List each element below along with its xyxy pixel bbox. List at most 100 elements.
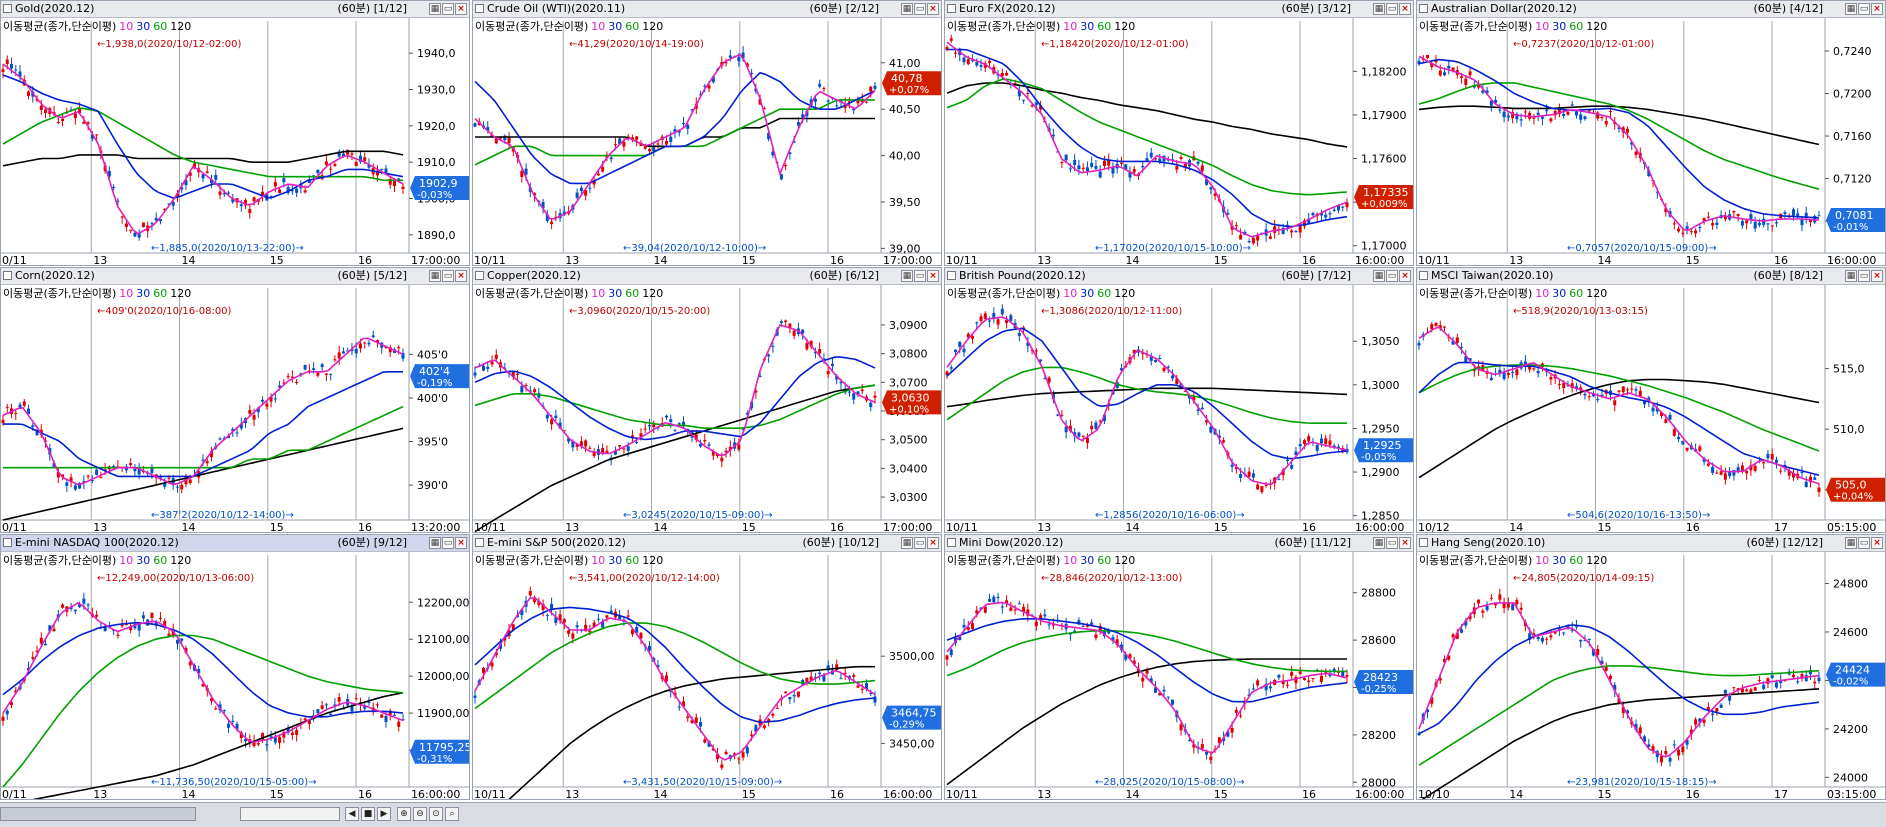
- panel-checkbox[interactable]: [3, 4, 12, 13]
- chart-panel[interactable]: 13 14 15 16 10/11 16:00:00 3500,00 3450,00 ←3,54…: [472, 534, 942, 800]
- panel-checkbox[interactable]: [475, 4, 484, 13]
- panel-title-bar[interactable]: Gold(2020.12) (60분) [1/12] ▦ ▭ ×: [1, 1, 469, 18]
- zoom-out-icon[interactable]: ⊖: [413, 807, 427, 821]
- chart-panel[interactable]: 13 14 15 16 0/11 13:20:00 405'0 400'0 395'0 390'0…: [0, 267, 470, 533]
- panel-title-bar[interactable]: Hang Seng(2020.10) (60분) [12/12] ▦ ▭ ×: [1417, 535, 1885, 552]
- close-icon[interactable]: ×: [455, 3, 467, 15]
- chart-panel[interactable]: 13 14 15 16 10/11 16:00:00 1,3050 1,3000 1,2950 1…: [944, 267, 1414, 533]
- stop-icon[interactable]: ■: [361, 807, 375, 821]
- zoom-in-icon[interactable]: ⊕: [397, 807, 411, 821]
- grid-icon[interactable]: ▦: [429, 3, 441, 15]
- panel-title-bar[interactable]: Euro FX(2020.12) (60분) [3/12] ▦ ▭ ×: [945, 1, 1413, 18]
- restore-icon[interactable]: ▭: [1858, 537, 1870, 549]
- chart-plot[interactable]: 1314151610/1116:00:002880028600284002820…: [945, 535, 1414, 800]
- chart-plot[interactable]: 13 14 15 16 10/11 16:00:00 1,18200 1,17900 1,176…: [945, 1, 1414, 266]
- chart-panel[interactable]: 13 14 15 16 10/11 17:00:00 3,0900 3,0800 3,0700 3…: [472, 267, 942, 533]
- grid-icon[interactable]: ▦: [1845, 270, 1857, 282]
- panel-checkbox[interactable]: [1419, 4, 1428, 13]
- ma120-line: [946, 658, 1347, 786]
- restore-icon[interactable]: ▭: [442, 270, 454, 282]
- horizontal-scrollbar[interactable]: [0, 807, 196, 821]
- rewind-icon[interactable]: ◀: [345, 807, 359, 821]
- grid-icon[interactable]: ▦: [1373, 3, 1385, 15]
- chart-panel[interactable]: 14 15 16 17 10/12 05:15:00 515,0 510,0 505,0 ←518…: [1416, 267, 1886, 533]
- grid-icon[interactable]: ▦: [1845, 537, 1857, 549]
- panel-title-bar[interactable]: MSCI Taiwan(2020.10) (60분) [8/12] ▦ ▭ ×: [1417, 268, 1885, 285]
- range-slider[interactable]: [240, 807, 340, 821]
- close-icon[interactable]: ×: [455, 537, 467, 549]
- chart-panel[interactable]: 13 14 15 16 10/11 16:00:00 1,18200 1,17900 1,176…: [944, 0, 1414, 266]
- grid-icon[interactable]: ▦: [429, 270, 441, 282]
- grid-icon[interactable]: ▦: [1845, 3, 1857, 15]
- close-icon[interactable]: ×: [927, 537, 939, 549]
- close-icon[interactable]: ×: [1399, 537, 1411, 549]
- close-icon[interactable]: ×: [927, 270, 939, 282]
- grid-icon[interactable]: ▦: [901, 537, 913, 549]
- chart-plot[interactable]: 13 14 15 16 10/11 16:00:00 1,3050 1,3000 1,2950 1…: [945, 268, 1414, 533]
- candle-body: [286, 727, 290, 733]
- chart-plot[interactable]: 13 14 15 16 10/11 16:00:00 3500,00 3450,00 ←3,54…: [473, 535, 942, 800]
- chart-plot[interactable]: 13 14 15 16 0/11 16:00:00 12200,00 12100,00 1200…: [1, 535, 470, 800]
- restore-icon[interactable]: ▭: [442, 3, 454, 15]
- chart-panel[interactable]: 13 14 15 16 0/11 16:00:00 12200,00 12100,00 1200…: [0, 534, 470, 800]
- candle-body: [554, 216, 558, 218]
- close-icon[interactable]: ×: [1871, 270, 1883, 282]
- restore-icon[interactable]: ▭: [1386, 3, 1398, 15]
- restore-icon[interactable]: ▭: [1386, 270, 1398, 282]
- restore-icon[interactable]: ▭: [442, 537, 454, 549]
- panel-checkbox[interactable]: [3, 271, 12, 280]
- panel-title-bar[interactable]: Mini Dow(2020.12) (60분) [11/12] ▦ ▭ ×: [945, 535, 1413, 552]
- close-icon[interactable]: ×: [1871, 537, 1883, 549]
- restore-icon[interactable]: ▭: [914, 3, 926, 15]
- grid-icon[interactable]: ▦: [1373, 270, 1385, 282]
- restore-icon[interactable]: ▭: [1858, 270, 1870, 282]
- chart-plot[interactable]: 13 14 15 16 0/11 13:20:00 405'0 400'0 395'0 390'0…: [1, 268, 470, 533]
- panel-checkbox[interactable]: [475, 538, 484, 547]
- play-icon[interactable]: ▶: [377, 807, 391, 821]
- grid-icon[interactable]: ▦: [901, 3, 913, 15]
- chart-panel[interactable]: 13 14 15 16 0/11 17:00:00 1940,0 1930,0 1920,0 19…: [0, 0, 470, 266]
- close-icon[interactable]: ×: [1871, 3, 1883, 15]
- panel-checkbox[interactable]: [947, 4, 956, 13]
- ma-legend: 이동평균(종가,단순이평) 10 30 60 120: [475, 285, 663, 301]
- chart-plot[interactable]: 13 14 15 16 0/11 17:00:00 1940,0 1930,0 1920,0 19…: [1, 1, 470, 266]
- panel-checkbox[interactable]: [1419, 538, 1428, 547]
- candle-body: [371, 335, 375, 338]
- close-icon[interactable]: ×: [1399, 270, 1411, 282]
- chart-plot[interactable]: 1415161710/1003:15:002480024600244002420…: [1417, 535, 1886, 800]
- zoom-reset-icon[interactable]: ⌕: [445, 807, 459, 821]
- grid-icon[interactable]: ▦: [1373, 537, 1385, 549]
- chart-plot[interactable]: 14 15 16 17 10/12 05:15:00 515,0 510,0 505,0 ←518…: [1417, 268, 1886, 533]
- zoom-search-icon[interactable]: ⊙: [429, 807, 443, 821]
- panel-title-bar[interactable]: British Pound(2020.12) (60분) [7/12] ▦ ▭ ×: [945, 268, 1413, 285]
- panel-title-bar[interactable]: Australian Dollar(2020.12) (60분) [4/12] ▦ ▭…: [1417, 1, 1885, 18]
- chart-panel[interactable]: 1415161710/1003:15:002480024600244002420…: [1416, 534, 1886, 800]
- panel-checkbox[interactable]: [3, 538, 12, 547]
- chart-plot[interactable]: 13 14 15 16 10/11 16:00:00 0,7240 0,7200 0,7160 0…: [1417, 1, 1886, 266]
- panel-checkbox[interactable]: [947, 271, 956, 280]
- restore-icon[interactable]: ▭: [914, 270, 926, 282]
- panel-title-bar[interactable]: Crude Oil (WTI)(2020.11) (60분) [2/12] ▦ ▭ ×: [473, 1, 941, 18]
- restore-icon[interactable]: ▭: [1858, 3, 1870, 15]
- grid-icon[interactable]: ▦: [901, 270, 913, 282]
- grid-icon[interactable]: ▦: [429, 537, 441, 549]
- restore-icon[interactable]: ▭: [914, 537, 926, 549]
- chart-panel[interactable]: 13 14 15 16 10/11 17:00:00 41,00 40,50 40,00 39,5…: [472, 0, 942, 266]
- chart-plot[interactable]: 13 14 15 16 10/11 17:00:00 41,00 40,50 40,00 39,5…: [473, 1, 942, 266]
- close-icon[interactable]: ×: [1399, 3, 1411, 15]
- panel-checkbox[interactable]: [475, 271, 484, 280]
- panel-title-bar[interactable]: E-mini NASDAQ 100(2020.12) (60분) [9/12] ▦ ▭…: [1, 535, 469, 552]
- close-icon[interactable]: ×: [927, 3, 939, 15]
- panel-title-bar[interactable]: E-mini S&P 500(2020.12) (60분) [10/12] ▦ ▭ ×: [473, 535, 941, 552]
- chart-panel[interactable]: 13 14 15 16 10/11 16:00:00 0,7240 0,7200 0,7160 0…: [1416, 0, 1886, 266]
- panel-checkbox[interactable]: [1419, 271, 1428, 280]
- panel-checkbox[interactable]: [947, 538, 956, 547]
- close-icon[interactable]: ×: [455, 270, 467, 282]
- restore-icon[interactable]: ▭: [1386, 537, 1398, 549]
- panel-title-bar[interactable]: Copper(2020.12) (60분) [6/12] ▦ ▭ ×: [473, 268, 941, 285]
- candle-body: [1277, 674, 1281, 678]
- candle-body: [1689, 729, 1693, 735]
- panel-title-bar[interactable]: Corn(2020.12) (60분) [5/12] ▦ ▭ ×: [1, 268, 469, 285]
- chart-panel[interactable]: 1314151610/1116:00:002880028600284002820…: [944, 534, 1414, 800]
